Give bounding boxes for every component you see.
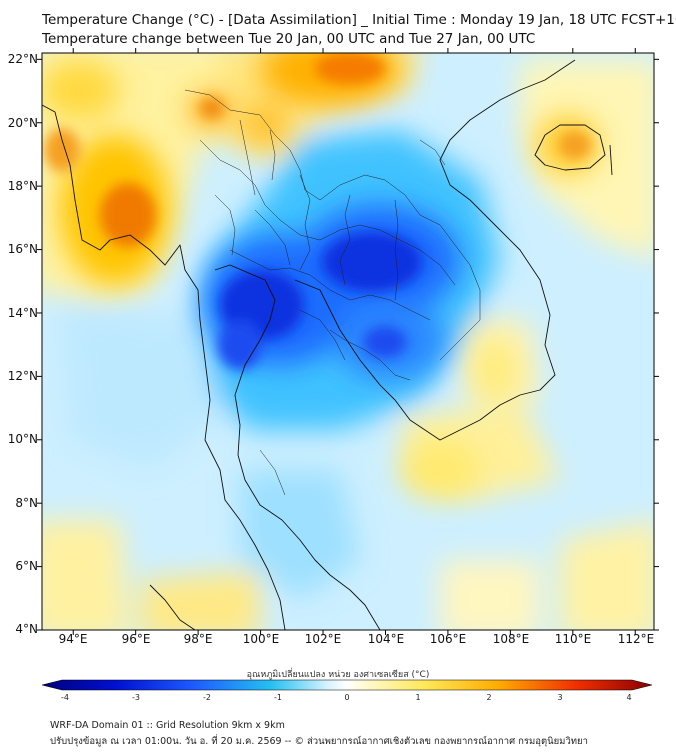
colorbar-tick: -4 [61, 693, 69, 702]
admin-borders [184, 89, 481, 496]
footer-credit: ปรับปรุงข้อมูล ณ เวลา 01:00น. วัน อ. ที่… [50, 736, 588, 747]
lon-label: 96°E [121, 632, 151, 646]
lat-label: 14°N [7, 306, 38, 320]
lon-label: 110°E [554, 632, 592, 646]
colorbar-tick: -3 [132, 693, 140, 702]
chart-subtitle: Temperature change between Tue 20 Jan, 0… [42, 31, 536, 47]
colorbar-tick: 4 [626, 693, 632, 702]
colorbar-tick: -2 [203, 693, 211, 702]
lon-label: 94°E [58, 632, 88, 646]
lat-label: 8°N [15, 496, 38, 510]
lat-label: 10°N [7, 432, 38, 446]
lat-label: 18°N [7, 179, 38, 193]
map-frame [41, 52, 655, 631]
colorbar-tick: 3 [557, 693, 563, 702]
lat-label: 6°N [15, 559, 38, 573]
chart-title: Temperature Change (°C) - [Data Assimila… [42, 12, 676, 28]
temperature-field [42, 53, 654, 630]
colorbar-tick: 1 [415, 693, 421, 702]
lon-label: 108°E [492, 632, 530, 646]
lon-label: 104°E [367, 632, 405, 646]
colorbar-title: อุณหภูมิเปลี่ยนแปลง หน่วย องศาเซลเซียส (… [246, 670, 430, 680]
lat-label: 16°N [7, 242, 38, 256]
lat-label: 12°N [7, 369, 38, 383]
lon-label: 102°E [304, 632, 342, 646]
lon-label: 98°E [183, 632, 213, 646]
colorbar-tick: 0 [344, 693, 350, 702]
lat-label: 20°N [7, 116, 38, 130]
lat-label: 22°N [7, 52, 38, 66]
footer-model-info: WRF-DA Domain 01 :: Grid Resolution 9km … [50, 720, 285, 731]
lon-label: 112°E [617, 632, 655, 646]
lat-label: 4°N [15, 622, 38, 636]
lon-label: 100°E [242, 632, 280, 646]
coastlines [42, 59, 613, 630]
colorbar [41, 679, 653, 691]
colorbar-tick: -1 [274, 693, 282, 702]
colorbar-tick: 2 [486, 693, 492, 702]
lon-label: 106°E [429, 632, 467, 646]
